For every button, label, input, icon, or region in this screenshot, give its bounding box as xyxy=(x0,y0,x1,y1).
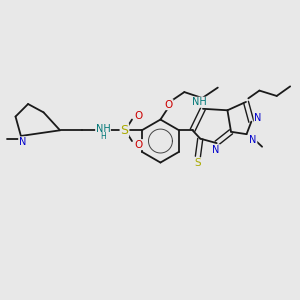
Text: N: N xyxy=(254,113,262,123)
Text: O: O xyxy=(134,140,143,150)
Text: N: N xyxy=(249,134,257,145)
Text: O: O xyxy=(165,100,173,110)
Text: S: S xyxy=(121,124,128,137)
Text: N: N xyxy=(19,137,26,147)
Text: O: O xyxy=(134,111,143,121)
Text: NH: NH xyxy=(192,97,207,107)
Text: S: S xyxy=(195,158,201,168)
Text: N: N xyxy=(212,145,220,155)
Text: H: H xyxy=(100,132,106,141)
Text: NH: NH xyxy=(96,124,110,134)
